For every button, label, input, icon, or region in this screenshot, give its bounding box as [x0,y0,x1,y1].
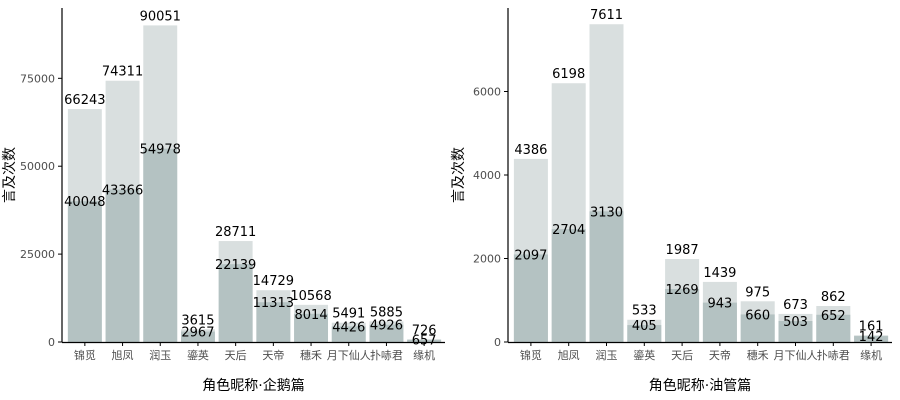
bar-part-3 [627,325,662,342]
x-tick-label-8: 扑哧君 [370,348,403,362]
data-label-part-1: 2704 [552,223,585,238]
data-label-total-7: 5491 [332,307,365,322]
data-label-total-7: 673 [783,298,808,313]
x-tick-label-9: 缘机 [413,348,435,362]
x-tick-label-9: 缘机 [860,348,882,362]
data-label-total-4: 1987 [666,243,699,258]
y-tick-label-3: 75000 [20,72,55,85]
data-label-part-2: 54978 [140,143,181,158]
data-label-part-8: 652 [821,309,846,324]
chart-panel-left: 66243 40048 锦觅 74311 43366 旭凤 90051 54978 润玉 3615… [2,8,445,394]
data-label-part-5: 11313 [253,296,294,311]
data-label-total-6: 975 [745,285,770,300]
bar-part-2 [589,211,624,342]
data-label-part-0: 40048 [64,195,105,210]
y-tick-label-1: 2000 [473,253,501,266]
data-label-total-1: 74311 [102,65,143,80]
data-label-total-4: 28711 [215,225,256,240]
bar-part-7 [778,320,813,342]
y-tick-label-2: 4000 [473,169,501,182]
bar-part-8 [369,324,404,342]
x-tick-label-4: 天后 [225,349,247,362]
data-label-part-9: 142 [859,330,884,345]
data-label-total-9: 161 [859,319,884,334]
bar-part-6 [294,313,329,342]
y-axis-title: 言及次数 [2,147,18,203]
x-tick-label-6: 穗禾 [747,349,769,362]
x-tick-label-2: 润玉 [149,348,171,362]
bar-part-0 [67,201,102,342]
data-label-total-0: 4386 [514,143,547,158]
x-tick-label-0: 锦觅 [74,348,96,362]
y-tick-label-2: 50000 [20,160,55,173]
data-label-part-7: 4426 [332,320,365,335]
bar-part-1 [105,189,140,342]
x-tick-label-2: 润玉 [596,348,618,362]
bar-part-9 [407,339,442,342]
data-label-part-0: 2097 [514,248,547,263]
x-axis-title: 角色昵称·油管篇 [649,377,751,394]
bar-part-2 [143,148,178,342]
data-label-part-1: 43366 [102,184,143,199]
data-label-total-8: 862 [821,290,846,305]
data-label-total-2: 90051 [140,9,181,24]
x-axis-title: 角色昵称·企鹅篇 [202,377,304,394]
bar-part-8 [816,314,851,342]
bar-part-3 [180,331,215,342]
data-label-part-6: 8014 [295,308,328,323]
bar-part-7 [331,326,366,342]
x-tick-label-5: 天帝 [709,348,731,362]
data-label-part-6: 660 [745,308,770,323]
x-tick-label-3: 鎏英 [633,348,655,362]
data-label-part-8: 4926 [370,319,403,334]
bar-part-4 [218,264,253,342]
y-tick-label-3: 6000 [473,86,501,99]
x-tick-label-7: 月下仙人 [774,349,818,362]
x-tick-label-4: 天后 [671,349,693,362]
data-label-total-5: 14729 [253,274,294,289]
y-tick-label-0: 0 [494,336,501,349]
x-tick-label-3: 鎏英 [187,348,209,362]
bar-part-1 [551,229,586,342]
data-label-part-3: 2967 [181,326,214,341]
x-tick-label-6: 穗禾 [300,349,322,362]
bar-part-5 [702,302,737,342]
data-label-part-4: 22139 [215,258,256,273]
data-label-total-6: 10568 [290,289,331,304]
x-tick-label-1: 旭凤 [558,348,580,362]
data-label-total-9: 726 [412,323,437,338]
data-label-total-5: 1439 [703,266,736,281]
x-tick-label-1: 旭凤 [112,348,134,362]
data-label-part-2: 3130 [590,205,623,220]
data-label-total-3: 533 [632,304,657,319]
x-tick-label-0: 锦觅 [520,348,542,362]
data-label-part-9: 657 [412,334,437,349]
x-tick-label-5: 天帝 [262,348,284,362]
y-tick-label-0: 0 [48,336,55,349]
data-label-part-5: 943 [707,297,732,312]
data-label-total-8: 5885 [370,305,403,320]
data-label-part-3: 405 [632,319,657,334]
bar-part-9 [854,336,889,342]
data-label-total-1: 6198 [552,67,585,82]
y-axis-title: 言及次数 [451,147,467,203]
data-label-total-2: 7611 [590,8,623,23]
data-label-total-3: 3615 [181,313,214,328]
x-tick-label-7: 月下仙人 [327,349,371,362]
data-label-total-0: 66243 [64,93,105,108]
data-label-part-7: 503 [783,315,808,330]
bar-part-6 [740,314,775,342]
y-tick-label-1: 25000 [20,248,55,261]
bar-part-4 [665,289,700,342]
data-label-part-4: 1269 [666,283,699,298]
bar-part-0 [513,254,548,342]
x-tick-label-8: 扑哧君 [817,348,850,362]
bar-part-5 [256,302,291,342]
